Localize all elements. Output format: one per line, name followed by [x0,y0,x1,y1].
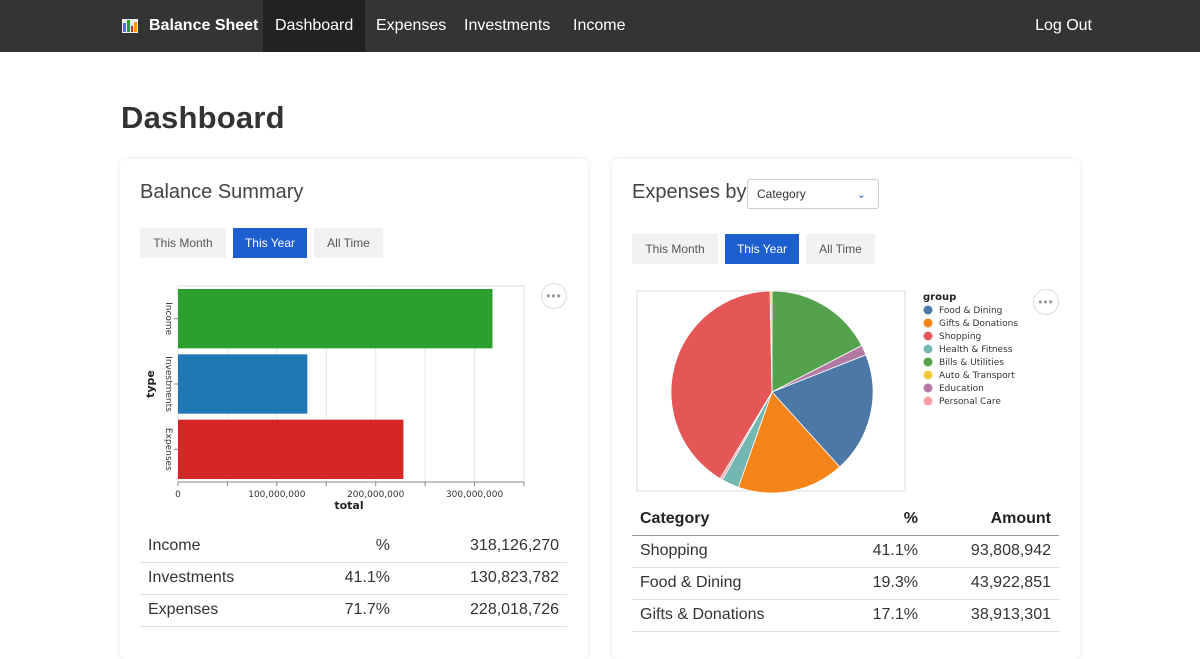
y-tick-label: Expenses [163,428,173,471]
chart-menu-button[interactable]: ••• [1033,289,1059,315]
bar-investments [178,354,308,414]
pie-slice-gifts-donations [737,391,841,494]
legend-label: Health & Fitness [939,345,1013,355]
row-pct: 17.1% [822,599,926,632]
expenses-by-card: Expenses by Category ⌄ This Month This Y… [612,159,1080,659]
table-row: Investments 41.1% 130,823,782 [140,562,567,595]
row-category: Shopping [632,535,822,568]
chart-menu-button[interactable]: ••• [541,283,567,309]
range-this-month-button[interactable]: This Month [140,228,226,258]
y-tick-label: Investments [163,356,173,412]
legend-swatch [923,396,933,406]
bar-income [178,289,493,349]
legend-swatch [923,383,933,393]
range-this-year-button[interactable]: This Year [233,228,307,258]
legend-swatch [923,370,933,380]
legend-label: Auto & Transport [939,371,1015,381]
x-tick-label: 100,000,000 [248,490,306,500]
row-category: Gifts & Donations [632,599,822,632]
legend-label: Personal Care [939,397,1001,407]
row-amount: 318,126,270 [398,530,567,563]
balance-summary-card: Balance Summary This Month This Year All… [120,159,588,659]
x-tick-label: 200,000,000 [347,490,405,500]
legend-label: Shopping [939,332,981,342]
brand-link[interactable]: Balance Sheet [122,0,258,52]
row-amount: 130,823,782 [398,562,567,595]
header-pct[interactable]: % [822,503,926,536]
balance-summary-title: Balance Summary [140,181,304,203]
group-by-select-value: Category [757,187,806,201]
page-title: Dashboard [121,100,285,135]
legend-label: Education [939,384,984,394]
pie-slice-auto-transport [769,290,773,393]
row-pct: 41.1% [290,562,398,595]
bar-chart-icon [122,19,138,33]
table-header-row: Category % Amount [632,503,1059,536]
pie-slice-shopping [670,290,773,480]
table-row: Expenses 71.7% 228,018,726 [140,594,567,627]
row-amount: 43,922,851 [926,567,1059,600]
row-type: Expenses [140,594,290,627]
y-axis-title: type [144,370,157,398]
row-amount: 93,808,942 [926,535,1059,568]
row-category: Food & Dining [632,567,822,600]
row-amount: 228,018,726 [398,594,567,627]
row-amount: 38,913,301 [926,599,1059,632]
nav-expenses[interactable]: Expenses [376,17,447,34]
row-type: Income [140,530,290,563]
expenses-by-title: Expenses by [632,181,747,203]
legend-label: Gifts & Donations [939,319,1018,329]
expenses-pie-chart: group Food & Dining Gifts & Donations Shopp… [636,290,1018,494]
legend-title: group [923,292,956,303]
row-pct: % [290,530,398,563]
balance-bar-chart: Income Investments Expenses 0 100,000,000 200… [144,285,525,512]
range-this-year-button[interactable]: This Year [725,234,799,264]
balance-table: Income % 318,126,270 Investments 41.1% 1… [140,530,567,627]
expenses-table: Category % Amount Shopping 41.1% 93,808,… [632,503,1059,632]
table-row: Gifts & Donations 17.1% 38,913,301 [632,599,1059,632]
group-by-select[interactable]: Category ⌄ [747,179,879,209]
legend-swatch [923,331,933,341]
pie-slice-food-dining [771,354,874,468]
bar-expenses [178,419,404,479]
x-axis-title: total [334,499,363,512]
legend-swatch [923,305,933,315]
nav-dashboard[interactable]: Dashboard [263,0,366,52]
legend-swatch [923,344,933,354]
nav-income[interactable]: Income [573,17,626,34]
top-navbar: Balance Sheet Dashboard Expenses Investm… [0,0,1200,52]
nav-investments[interactable]: Investments [464,17,551,34]
range-this-month-button[interactable]: This Month [632,234,718,264]
y-tick-label: Income [163,302,173,336]
row-pct: 41.1% [822,535,926,568]
legend-swatch [923,318,933,328]
row-type: Investments [140,562,290,595]
chevron-down-icon: ⌄ [856,189,866,201]
x-tick-label: 0 [175,490,181,500]
range-all-time-button[interactable]: All Time [806,234,875,264]
range-all-time-button[interactable]: All Time [314,228,383,258]
legend-label: Bills & Utilities [939,358,1004,368]
header-amount[interactable]: Amount [926,503,1059,536]
x-tick-label: 300,000,000 [446,490,504,500]
logout-link[interactable]: Log Out [1035,17,1092,34]
row-pct: 71.7% [290,594,398,627]
table-row: Food & Dining 19.3% 43,922,851 [632,567,1059,600]
table-row: Shopping 41.1% 93,808,942 [632,535,1059,568]
pie-slice-bills-utilities [771,290,863,393]
table-row: Income % 318,126,270 [140,530,567,563]
legend-swatch [923,357,933,367]
brand-label: Balance Sheet [149,17,259,34]
row-pct: 19.3% [822,567,926,600]
legend-label: Food & Dining [939,306,1002,316]
header-category[interactable]: Category [632,503,822,536]
